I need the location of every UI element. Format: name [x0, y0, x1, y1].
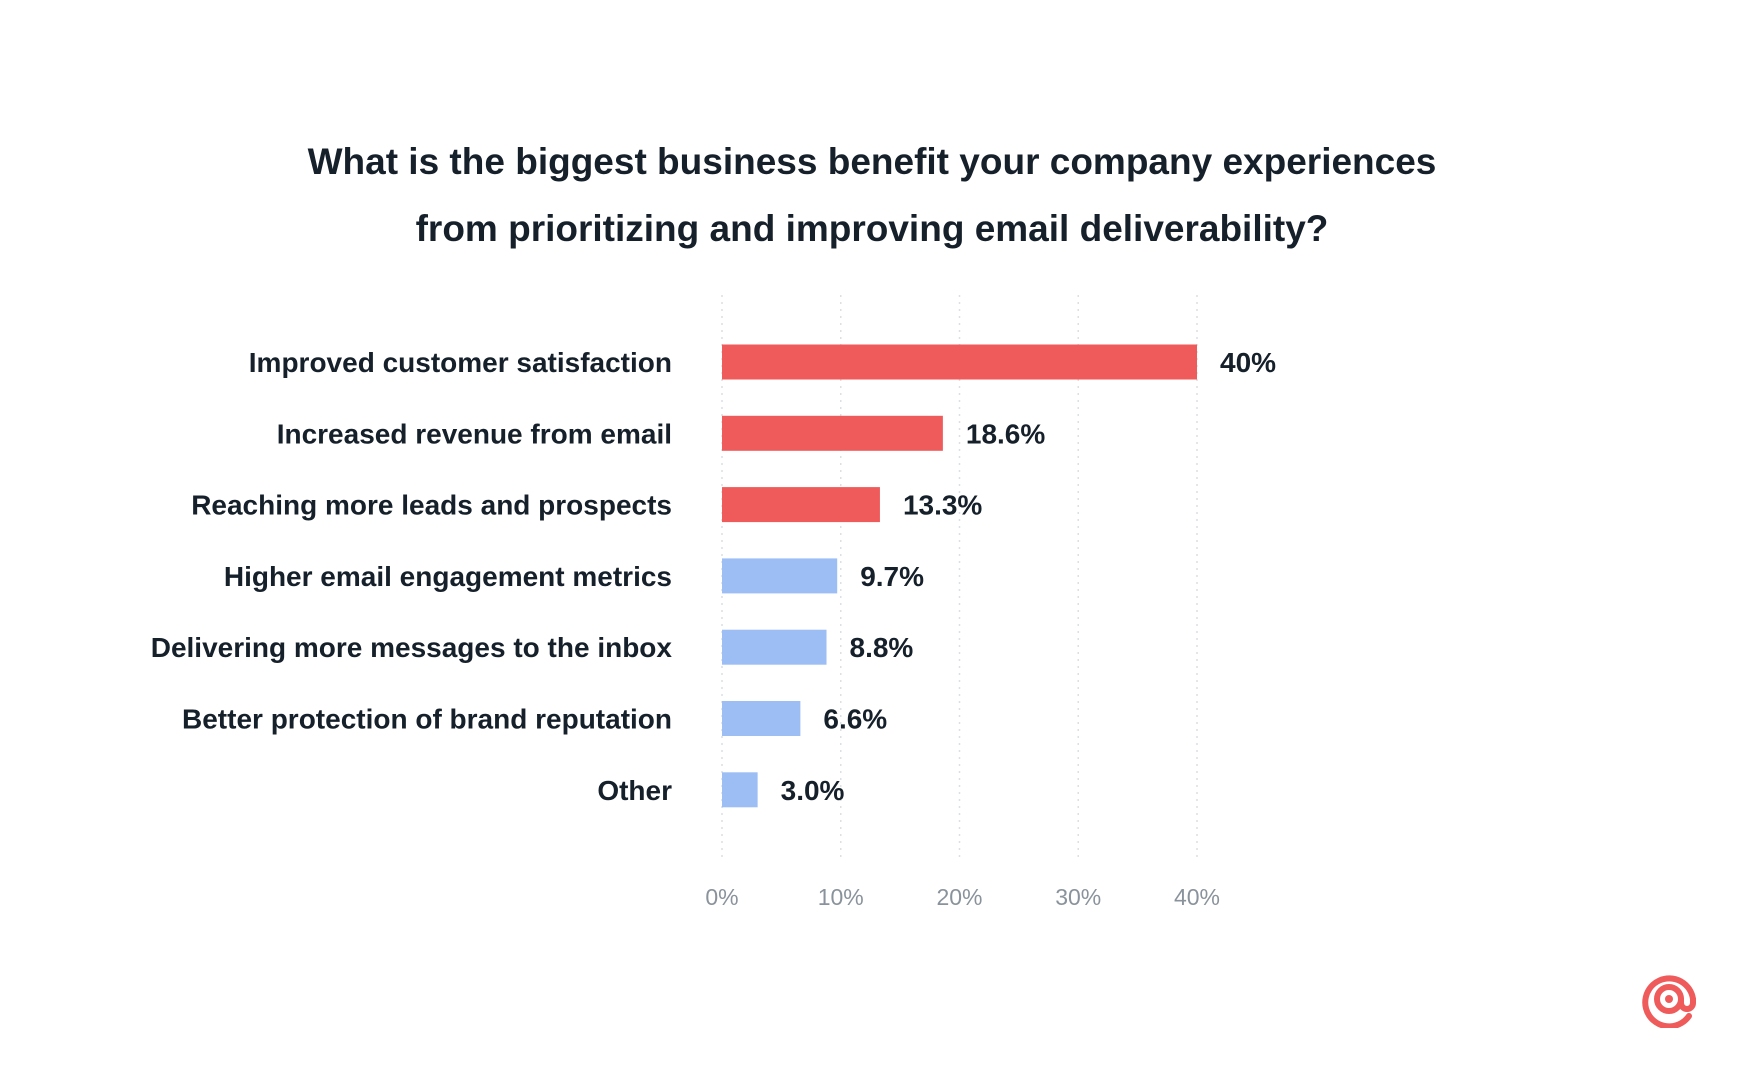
category-label: Other — [597, 775, 672, 806]
chart-title-line-1: What is the biggest business benefit you… — [307, 141, 1437, 182]
category-label: Reaching more leads and prospects — [191, 490, 672, 521]
value-label: 40% — [1220, 347, 1276, 378]
category-label: Delivering more messages to the inbox — [151, 632, 673, 663]
chart-title: What is the biggest business benefit you… — [0, 128, 1744, 262]
bar — [722, 558, 838, 594]
at-sign-logo-icon — [1642, 975, 1696, 1028]
x-tick-label: 20% — [936, 884, 982, 910]
value-label: 18.6% — [966, 418, 1045, 449]
category-label: Improved customer satisfaction — [249, 347, 672, 378]
bar — [722, 701, 801, 736]
value-label: 3.0% — [781, 775, 845, 806]
bar — [722, 415, 943, 451]
bar — [722, 344, 1197, 380]
category-label: Increased revenue from email — [277, 418, 672, 449]
bar — [722, 629, 827, 665]
x-tick-label: 30% — [1055, 884, 1101, 910]
bar — [722, 772, 758, 808]
category-label: Higher email engagement metrics — [224, 561, 672, 592]
value-label: 6.6% — [823, 704, 887, 735]
x-tick-label: 10% — [818, 884, 864, 910]
bar — [722, 487, 880, 523]
value-label: 13.3% — [903, 490, 982, 521]
category-label: Better protection of brand reputation — [182, 704, 672, 735]
chart-title-line-2: from prioritizing and improving email de… — [415, 208, 1329, 249]
x-tick-label: 40% — [1174, 884, 1220, 910]
value-label: 8.8% — [850, 632, 914, 663]
value-label: 9.7% — [860, 561, 924, 592]
x-tick-label: 0% — [705, 884, 738, 910]
